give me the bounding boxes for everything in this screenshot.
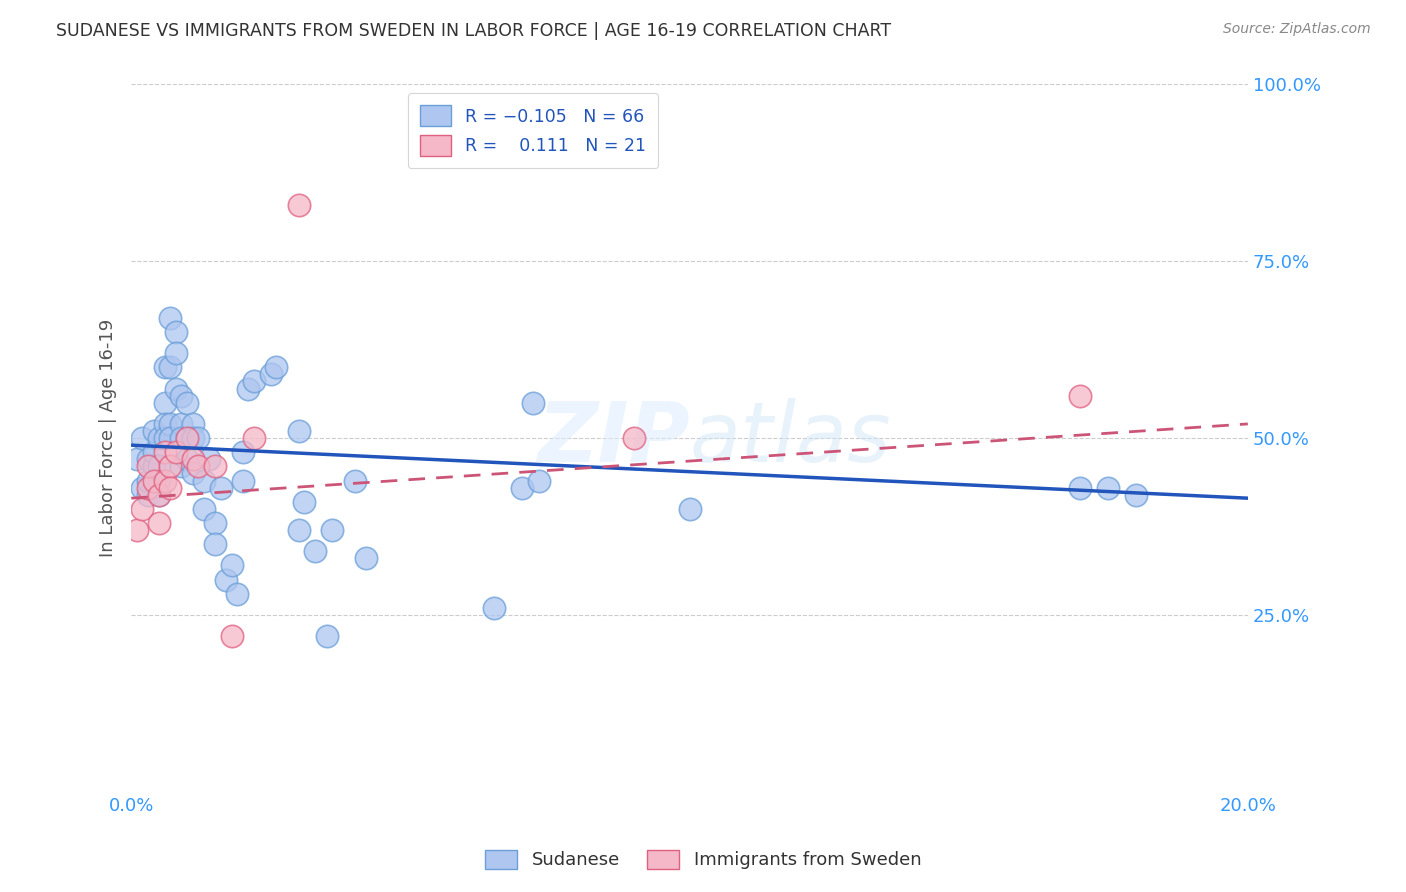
Point [181,467,204,481]
Point [148,488,170,502]
Point [136,474,159,488]
Point [522,395,544,409]
Point [125,523,148,537]
Point [176,431,198,445]
Point [287,197,309,211]
Legend: Sudanese, Immigrants from Sweden: Sudanese, Immigrants from Sweden [475,840,931,879]
Point [153,474,176,488]
Point [527,474,550,488]
Point [238,382,260,396]
Point [198,452,221,467]
Point [136,481,159,495]
Point [304,544,326,558]
Point [623,431,645,445]
Point [260,368,283,382]
Point [181,417,204,431]
Point [181,431,204,445]
Point [315,629,337,643]
Point [136,459,159,474]
Point [243,375,266,389]
Point [153,360,176,375]
Point [153,431,176,445]
Point [510,481,533,495]
Point [131,501,153,516]
Text: ZIP: ZIP [537,398,689,479]
Point [165,445,187,459]
Point [153,395,176,409]
Point [292,494,315,508]
Point [204,537,226,551]
Point [159,459,181,474]
Point [1069,481,1091,495]
Point [176,452,198,467]
Point [131,431,153,445]
Point [142,459,165,474]
Point [232,474,254,488]
Point [678,501,700,516]
Point [170,459,193,474]
Point [266,360,288,375]
Point [187,431,209,445]
Text: atlas: atlas [689,398,891,479]
Point [181,452,204,467]
Point [159,360,181,375]
Point [287,523,309,537]
Point [153,445,176,459]
Point [221,629,243,643]
Point [176,395,198,409]
Point [142,424,165,438]
Point [159,481,181,495]
Point [287,424,309,438]
Point [354,551,377,566]
Point [131,481,153,495]
Point [165,325,187,339]
Point [232,445,254,459]
Point [193,474,215,488]
Point [1125,488,1147,502]
Point [125,452,148,467]
Point [1069,389,1091,403]
Text: SUDANESE VS IMMIGRANTS FROM SWEDEN IN LABOR FORCE | AGE 16-19 CORRELATION CHART: SUDANESE VS IMMIGRANTS FROM SWEDEN IN LA… [56,22,891,40]
Point [204,459,226,474]
Point [482,600,505,615]
Point [142,474,165,488]
Point [187,459,209,474]
Point [170,417,193,431]
Point [343,474,366,488]
Point [148,431,170,445]
Point [321,523,343,537]
Text: Source: ZipAtlas.com: Source: ZipAtlas.com [1223,22,1371,37]
Point [136,452,159,467]
Legend: R = −0.105   N = 66, R =    0.111   N = 21: R = −0.105 N = 66, R = 0.111 N = 21 [408,93,658,169]
Point [153,417,176,431]
Point [148,488,170,502]
Point [221,558,243,573]
Point [165,382,187,396]
Point [148,516,170,530]
Point [204,516,226,530]
Point [148,459,170,474]
Point [159,431,181,445]
Point [159,310,181,325]
Point [243,431,266,445]
Point [170,389,193,403]
Point [165,346,187,360]
Point [176,431,198,445]
Point [1097,481,1119,495]
Point [170,431,193,445]
Point [226,587,249,601]
Point [159,417,181,431]
Y-axis label: In Labor Force | Age 16-19: In Labor Force | Age 16-19 [100,319,117,558]
Point [142,445,165,459]
Point [193,501,215,516]
Point [209,481,232,495]
Point [148,474,170,488]
Point [136,488,159,502]
Point [215,573,238,587]
